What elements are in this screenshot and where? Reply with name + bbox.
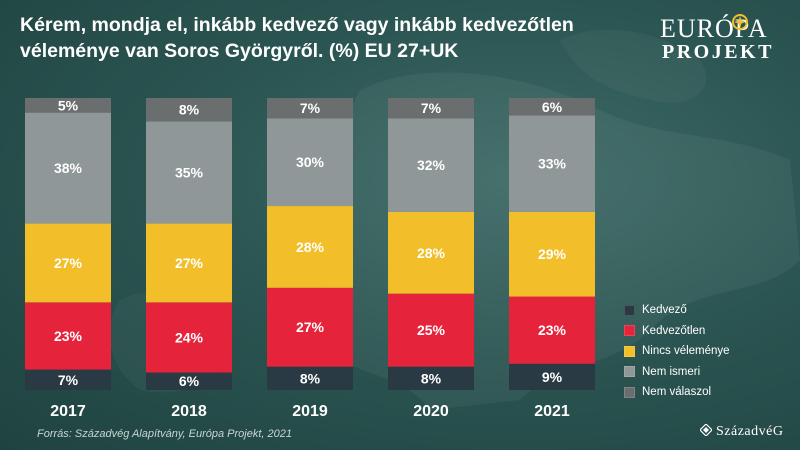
bar-segment-2017-4	[25, 112, 111, 224]
bar-segment-2017-1	[25, 369, 111, 390]
bar-segment-2018-4	[146, 121, 232, 224]
data-label-2017-5: 5%	[58, 97, 79, 113]
legend-item-1: Kedvező	[624, 300, 730, 321]
legend-label: Nincs véleménye	[642, 345, 730, 358]
bar-segment-2017-3	[25, 223, 111, 303]
footer-brand: SzázadvéG	[716, 424, 784, 439]
bar-segment-2018-2	[146, 302, 232, 373]
legend-item-4: Nem ismeri	[624, 362, 730, 383]
x-tick-label-2018: 2018	[171, 403, 207, 420]
data-label-2017-1: 7%	[58, 372, 79, 388]
legend-item-5: Nem válaszol	[624, 382, 730, 403]
bar-segment-2019-1	[267, 366, 353, 390]
bar-segment-2021-1	[509, 363, 595, 390]
data-label-2018-4: 35%	[175, 164, 204, 180]
bar-segment-2021-5	[509, 98, 595, 116]
bar-segment-2020-4	[388, 118, 474, 212]
legend-swatch	[624, 345, 635, 357]
logo-line1: EURÓPA	[660, 14, 768, 43]
legend-label: Nem ismeri	[642, 365, 701, 378]
data-label-2018-3: 27%	[175, 255, 204, 271]
bar-segment-2021-3	[509, 211, 595, 297]
x-tick-label-2019: 2019	[292, 403, 328, 420]
data-label-2019-2: 27%	[296, 319, 325, 335]
legend-swatch	[624, 325, 635, 337]
bar-segment-2021-2	[509, 296, 595, 364]
bar-segment-2018-3	[146, 223, 232, 303]
data-label-2020-3: 28%	[417, 245, 446, 261]
bar-segment-2019-2	[267, 287, 353, 367]
bar-segment-2018-1	[146, 372, 232, 390]
bar-segment-2020-5	[388, 98, 474, 119]
data-label-2018-2: 24%	[175, 329, 204, 345]
bar-segment-2020-1	[388, 366, 474, 390]
bar-segment-2019-5	[267, 98, 353, 119]
bar-segment-2018-5	[146, 98, 232, 122]
data-label-2019-5: 7%	[300, 100, 321, 116]
data-label-2021-3: 29%	[538, 246, 567, 262]
legend-label: Kedvező	[642, 304, 687, 317]
legend-label: Kedvezőtlen	[642, 324, 706, 337]
data-label-2019-3: 28%	[296, 239, 325, 255]
legend-label: Nem válaszol	[642, 386, 712, 399]
legend-swatch	[624, 304, 635, 316]
data-label-2021-4: 33%	[538, 156, 567, 172]
chart-title: Kérem, mondja el, inkább kedvező vagy in…	[20, 14, 574, 62]
logo-star-icon	[732, 14, 748, 30]
legend-swatch	[624, 386, 635, 398]
data-label-2019-1: 8%	[300, 370, 321, 386]
bar-segment-2019-4	[267, 118, 353, 207]
data-label-2020-2: 25%	[417, 322, 446, 338]
bar-segment-2017-2	[25, 302, 111, 370]
data-label-2020-5: 7%	[421, 100, 442, 116]
bar-segment-2020-3	[388, 211, 474, 294]
szazadveg-emblem-icon	[700, 424, 712, 436]
europa-projekt-logo: EURÓPA PROJEKT	[660, 14, 785, 66]
bar-segment-2019-3	[267, 206, 353, 288]
data-label-2020-1: 8%	[421, 370, 442, 386]
legend-item-3: Nincs véleménye	[624, 341, 730, 362]
data-label-2021-2: 23%	[538, 322, 567, 338]
x-tick-label-2017: 2017	[50, 403, 86, 420]
szazadveg-logo: SzázadvéG	[700, 424, 783, 440]
legend-item-2: Kedvezőtlen	[624, 321, 730, 342]
data-label-2017-3: 27%	[54, 255, 83, 271]
data-label-2021-5: 6%	[542, 99, 563, 115]
data-label-2019-4: 30%	[296, 154, 325, 170]
bar-segment-2021-4	[509, 115, 595, 212]
data-label-2017-4: 38%	[54, 160, 83, 176]
data-label-2018-5: 8%	[179, 102, 200, 118]
data-label-2020-4: 32%	[417, 157, 446, 173]
data-label-2017-2: 23%	[54, 328, 83, 344]
x-tick-label-2021: 2021	[534, 403, 570, 420]
data-label-2018-1: 6%	[179, 373, 200, 389]
x-tick-label-2020: 2020	[413, 403, 449, 420]
bar-segment-2020-2	[388, 293, 474, 367]
logo-line2: PROJEKT	[662, 41, 774, 63]
chart-legend: Kedvező Kedvezőtlen Nincs véleménye Nem ism…	[624, 300, 730, 403]
data-label-2021-1: 9%	[542, 369, 563, 385]
source-note: Forrás: Századvég Alapítvány, Európa Pro…	[37, 428, 292, 440]
legend-swatch	[624, 366, 635, 378]
bar-segment-2017-5	[25, 98, 111, 113]
